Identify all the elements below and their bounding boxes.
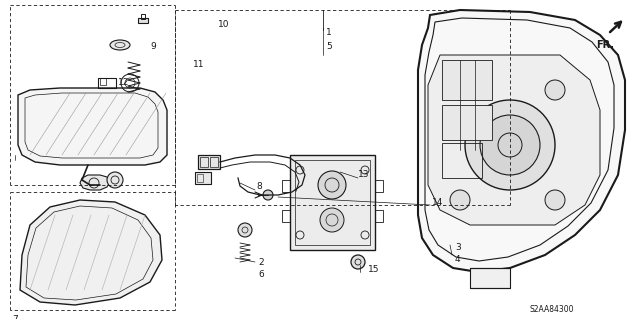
- Bar: [195, 172, 211, 184]
- Text: FR.: FR.: [596, 40, 614, 50]
- Bar: [290, 155, 375, 250]
- Polygon shape: [418, 10, 625, 272]
- Text: 4: 4: [455, 255, 461, 264]
- Text: 3: 3: [455, 243, 461, 252]
- Text: 2: 2: [258, 258, 264, 267]
- Ellipse shape: [110, 40, 130, 50]
- Bar: [141, 14, 145, 19]
- Circle shape: [465, 100, 555, 190]
- Text: 1: 1: [326, 28, 332, 37]
- Circle shape: [450, 80, 470, 100]
- Bar: [282, 180, 290, 192]
- Bar: [200, 157, 208, 167]
- Circle shape: [238, 223, 252, 237]
- Bar: [98, 78, 116, 88]
- Polygon shape: [20, 200, 162, 305]
- Circle shape: [107, 172, 123, 188]
- Polygon shape: [18, 88, 167, 165]
- Text: 9: 9: [150, 42, 156, 51]
- Text: 13: 13: [358, 170, 369, 179]
- Circle shape: [545, 190, 565, 210]
- Bar: [210, 157, 218, 167]
- Circle shape: [545, 80, 565, 100]
- Text: 11: 11: [193, 60, 205, 69]
- Circle shape: [320, 208, 344, 232]
- Bar: [197, 174, 203, 182]
- Circle shape: [450, 190, 470, 210]
- Bar: [138, 18, 148, 23]
- Text: 10: 10: [218, 20, 230, 29]
- Bar: [470, 268, 510, 288]
- Bar: [295, 160, 370, 245]
- Polygon shape: [80, 175, 110, 190]
- Text: 12: 12: [118, 78, 129, 87]
- Polygon shape: [428, 55, 600, 225]
- Circle shape: [480, 115, 540, 175]
- Text: 5: 5: [326, 42, 332, 51]
- Bar: [198, 155, 220, 169]
- Bar: [442, 60, 492, 100]
- Circle shape: [263, 190, 273, 200]
- Bar: [375, 180, 383, 192]
- Bar: [282, 210, 290, 222]
- Text: 14: 14: [432, 198, 444, 207]
- Text: 15: 15: [368, 265, 380, 274]
- Bar: [442, 105, 492, 140]
- Text: 6: 6: [258, 270, 264, 279]
- Bar: [442, 143, 482, 178]
- Circle shape: [351, 255, 365, 269]
- Bar: [100, 78, 106, 85]
- Text: 8: 8: [256, 182, 262, 191]
- Text: 7: 7: [12, 315, 18, 319]
- Bar: [375, 210, 383, 222]
- Text: S2AA84300: S2AA84300: [530, 305, 575, 314]
- Circle shape: [318, 171, 346, 199]
